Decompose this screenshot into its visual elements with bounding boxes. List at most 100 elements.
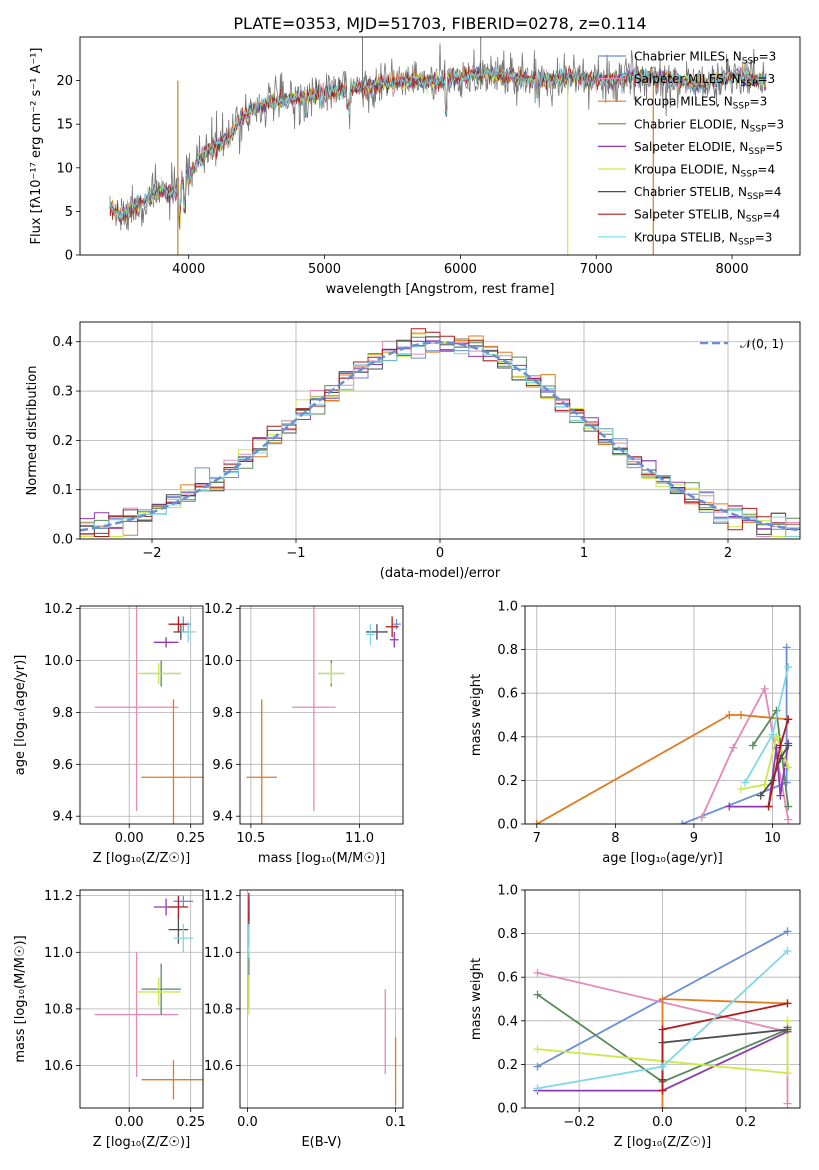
legend-n-ssp: 4 xyxy=(767,163,775,177)
legend-label: Chabrier STELIB, NSSP=4 xyxy=(634,185,782,202)
weight-marker xyxy=(784,763,793,772)
weight-marker xyxy=(784,663,793,672)
legend-n-ssp: 5 xyxy=(775,140,783,154)
legend-label: Kroupa STELIB, NSSP=3 xyxy=(634,230,772,247)
panel-age-vs-mass: 10.5 11.0 9.4 9.6 9.8 10.0 10.2 mass [log₁₀(M/M… xyxy=(204,602,404,866)
x-tick-label: 7000 xyxy=(580,262,613,277)
y-tick-label: 0.4 xyxy=(497,1014,518,1029)
legend-ssp-subscript: SSP xyxy=(741,79,758,89)
x-axis-label: wavelength [Angstrom, rest frame] xyxy=(326,282,555,297)
legend-equals: = xyxy=(757,163,767,177)
weight-marker xyxy=(756,791,765,800)
legend-ssp-subscript: SSP xyxy=(733,102,750,112)
weight-marker xyxy=(658,995,667,1003)
legend-n-label: , N xyxy=(721,230,738,244)
legend-equals: = xyxy=(764,185,774,199)
y-tick-label: 10 xyxy=(56,161,73,176)
x-tick-label: 0.0 xyxy=(237,1115,258,1130)
weight-marker xyxy=(783,1016,792,1025)
x-tick-label: 0.1 xyxy=(385,1115,406,1130)
figure-title: PLATE=0353, MJD=51703, FIBERID=0278, z=0… xyxy=(233,14,646,33)
legend-ssp-subscript: SSP xyxy=(747,192,764,202)
y-tick-label: 1.0 xyxy=(497,600,518,615)
x-tick-label: 11.0 xyxy=(345,831,374,846)
y-tick-label: 9.8 xyxy=(212,706,233,721)
errorbar-point xyxy=(318,663,345,684)
errorbar-point xyxy=(392,618,401,630)
x-tick-label: 0.25 xyxy=(176,831,205,846)
weight-marker xyxy=(737,711,746,719)
y-tick-label: 10.6 xyxy=(204,1059,233,1074)
x-tick-label: 0.00 xyxy=(115,831,144,846)
legend-model-name: Kroupa STELIB xyxy=(634,230,721,244)
legend-n-ssp: 3 xyxy=(765,230,773,244)
weight-marker xyxy=(532,820,541,824)
legend-n-label: , N xyxy=(724,72,741,86)
y-tick-label: 10.2 xyxy=(204,602,233,617)
errorbar-point xyxy=(136,663,181,684)
errorbar-point xyxy=(94,606,179,812)
legend-model-name: Kroupa ELODIE xyxy=(634,163,724,177)
errorbar-point xyxy=(168,915,189,944)
weight-marker xyxy=(533,1062,542,1071)
legend-label: Kroupa ELODIE, NSSP=4 xyxy=(634,163,775,180)
legend-model-name: Kroupa MILES xyxy=(634,95,716,109)
weight-marker xyxy=(658,1025,667,1034)
errorbar-point xyxy=(180,621,196,643)
x-tick-label: 4000 xyxy=(172,262,205,277)
legend-n-ssp: 4 xyxy=(773,208,781,222)
histogram-kroupa-stelib xyxy=(80,342,800,537)
errorbar-point xyxy=(173,923,194,953)
y-tick-label: 10.2 xyxy=(44,602,73,617)
x-tick-label: −2 xyxy=(142,546,161,561)
x-axis-label: Z [log₁₀(Z/Z☉)] xyxy=(93,1135,190,1150)
y-tick-label: 9.8 xyxy=(52,706,73,721)
weight-line-kroupa-miles xyxy=(536,714,789,824)
y-tick-label: 0 xyxy=(65,249,73,264)
weight-marker xyxy=(776,741,785,750)
legend-n-ssp: 3 xyxy=(769,50,777,64)
legend-n-ssp: 3 xyxy=(760,95,768,109)
legend-n-label: , N xyxy=(733,117,750,131)
errorbar-point xyxy=(173,895,194,907)
weight-marker xyxy=(783,999,792,1008)
weight-marker xyxy=(760,780,769,789)
legend-equals: = xyxy=(750,95,760,109)
x-axis-label: mass [log₁₀(M/M☉)] xyxy=(258,851,385,866)
weight-marker xyxy=(729,743,738,752)
errorbar-point xyxy=(366,624,388,640)
x-tick-label: 2 xyxy=(724,546,732,561)
weight-marker xyxy=(658,1062,667,1071)
panel-mass-vs-Z: 0.00 0.25 10.6 10.8 11.0 11.2 Z [log₁₀(Z/Z☉)] m… xyxy=(13,889,205,1150)
y-tick-label: 11.0 xyxy=(44,946,73,961)
axes-frame xyxy=(79,321,801,540)
weight-marker xyxy=(783,1069,792,1078)
legend-n-label: , N xyxy=(729,208,746,222)
legend-n-ssp: 3 xyxy=(777,117,785,131)
legend-ssp-subscript: SSP xyxy=(746,215,763,225)
errorbar-point xyxy=(168,895,189,919)
weight-marker xyxy=(533,1045,542,1054)
errorbar-point xyxy=(366,624,375,645)
legend-n-ssp: 3 xyxy=(767,72,775,86)
y-axis-label: age [log₁₀(age/yr)] xyxy=(13,655,28,776)
panel-weight-vs-Z: −0.2 0.0 0.2 0.0 0.2 0.4 0.6 0.8 1.0 Z [log₁₀(Z/Z… xyxy=(469,884,801,1150)
errorbar-point xyxy=(94,952,179,1077)
x-tick-label: 0 xyxy=(436,546,444,561)
x-tick-label: 6000 xyxy=(444,262,477,277)
panel-mass-vs-ebv: 0.0 0.1 10.6 10.8 11.0 11.2 E(B-V) xyxy=(204,889,406,1150)
y-tick-label: 10.0 xyxy=(204,654,233,669)
legend-ssp-subscript: SSP xyxy=(742,57,759,67)
y-axis-label: Flux [fλ10⁻¹⁷ erg cm⁻² s⁻¹ A⁻¹] xyxy=(29,48,44,245)
weight-marker xyxy=(768,730,777,739)
x-tick-label: 9 xyxy=(690,831,698,846)
y-tick-label: 9.4 xyxy=(52,810,73,825)
axes-frame xyxy=(239,605,404,825)
y-tick-label: 1.0 xyxy=(497,884,518,899)
panel-age-vs-Z: 0.00 0.25 9.4 9.6 9.8 10.0 10.2 Z [log₁₀(Z/Z☉)]… xyxy=(13,602,205,866)
weight-marker xyxy=(533,1084,542,1093)
x-axis-label: (data-model)/error xyxy=(380,566,501,581)
weight-marker xyxy=(533,968,542,977)
legend-n-label: , N xyxy=(724,163,741,177)
